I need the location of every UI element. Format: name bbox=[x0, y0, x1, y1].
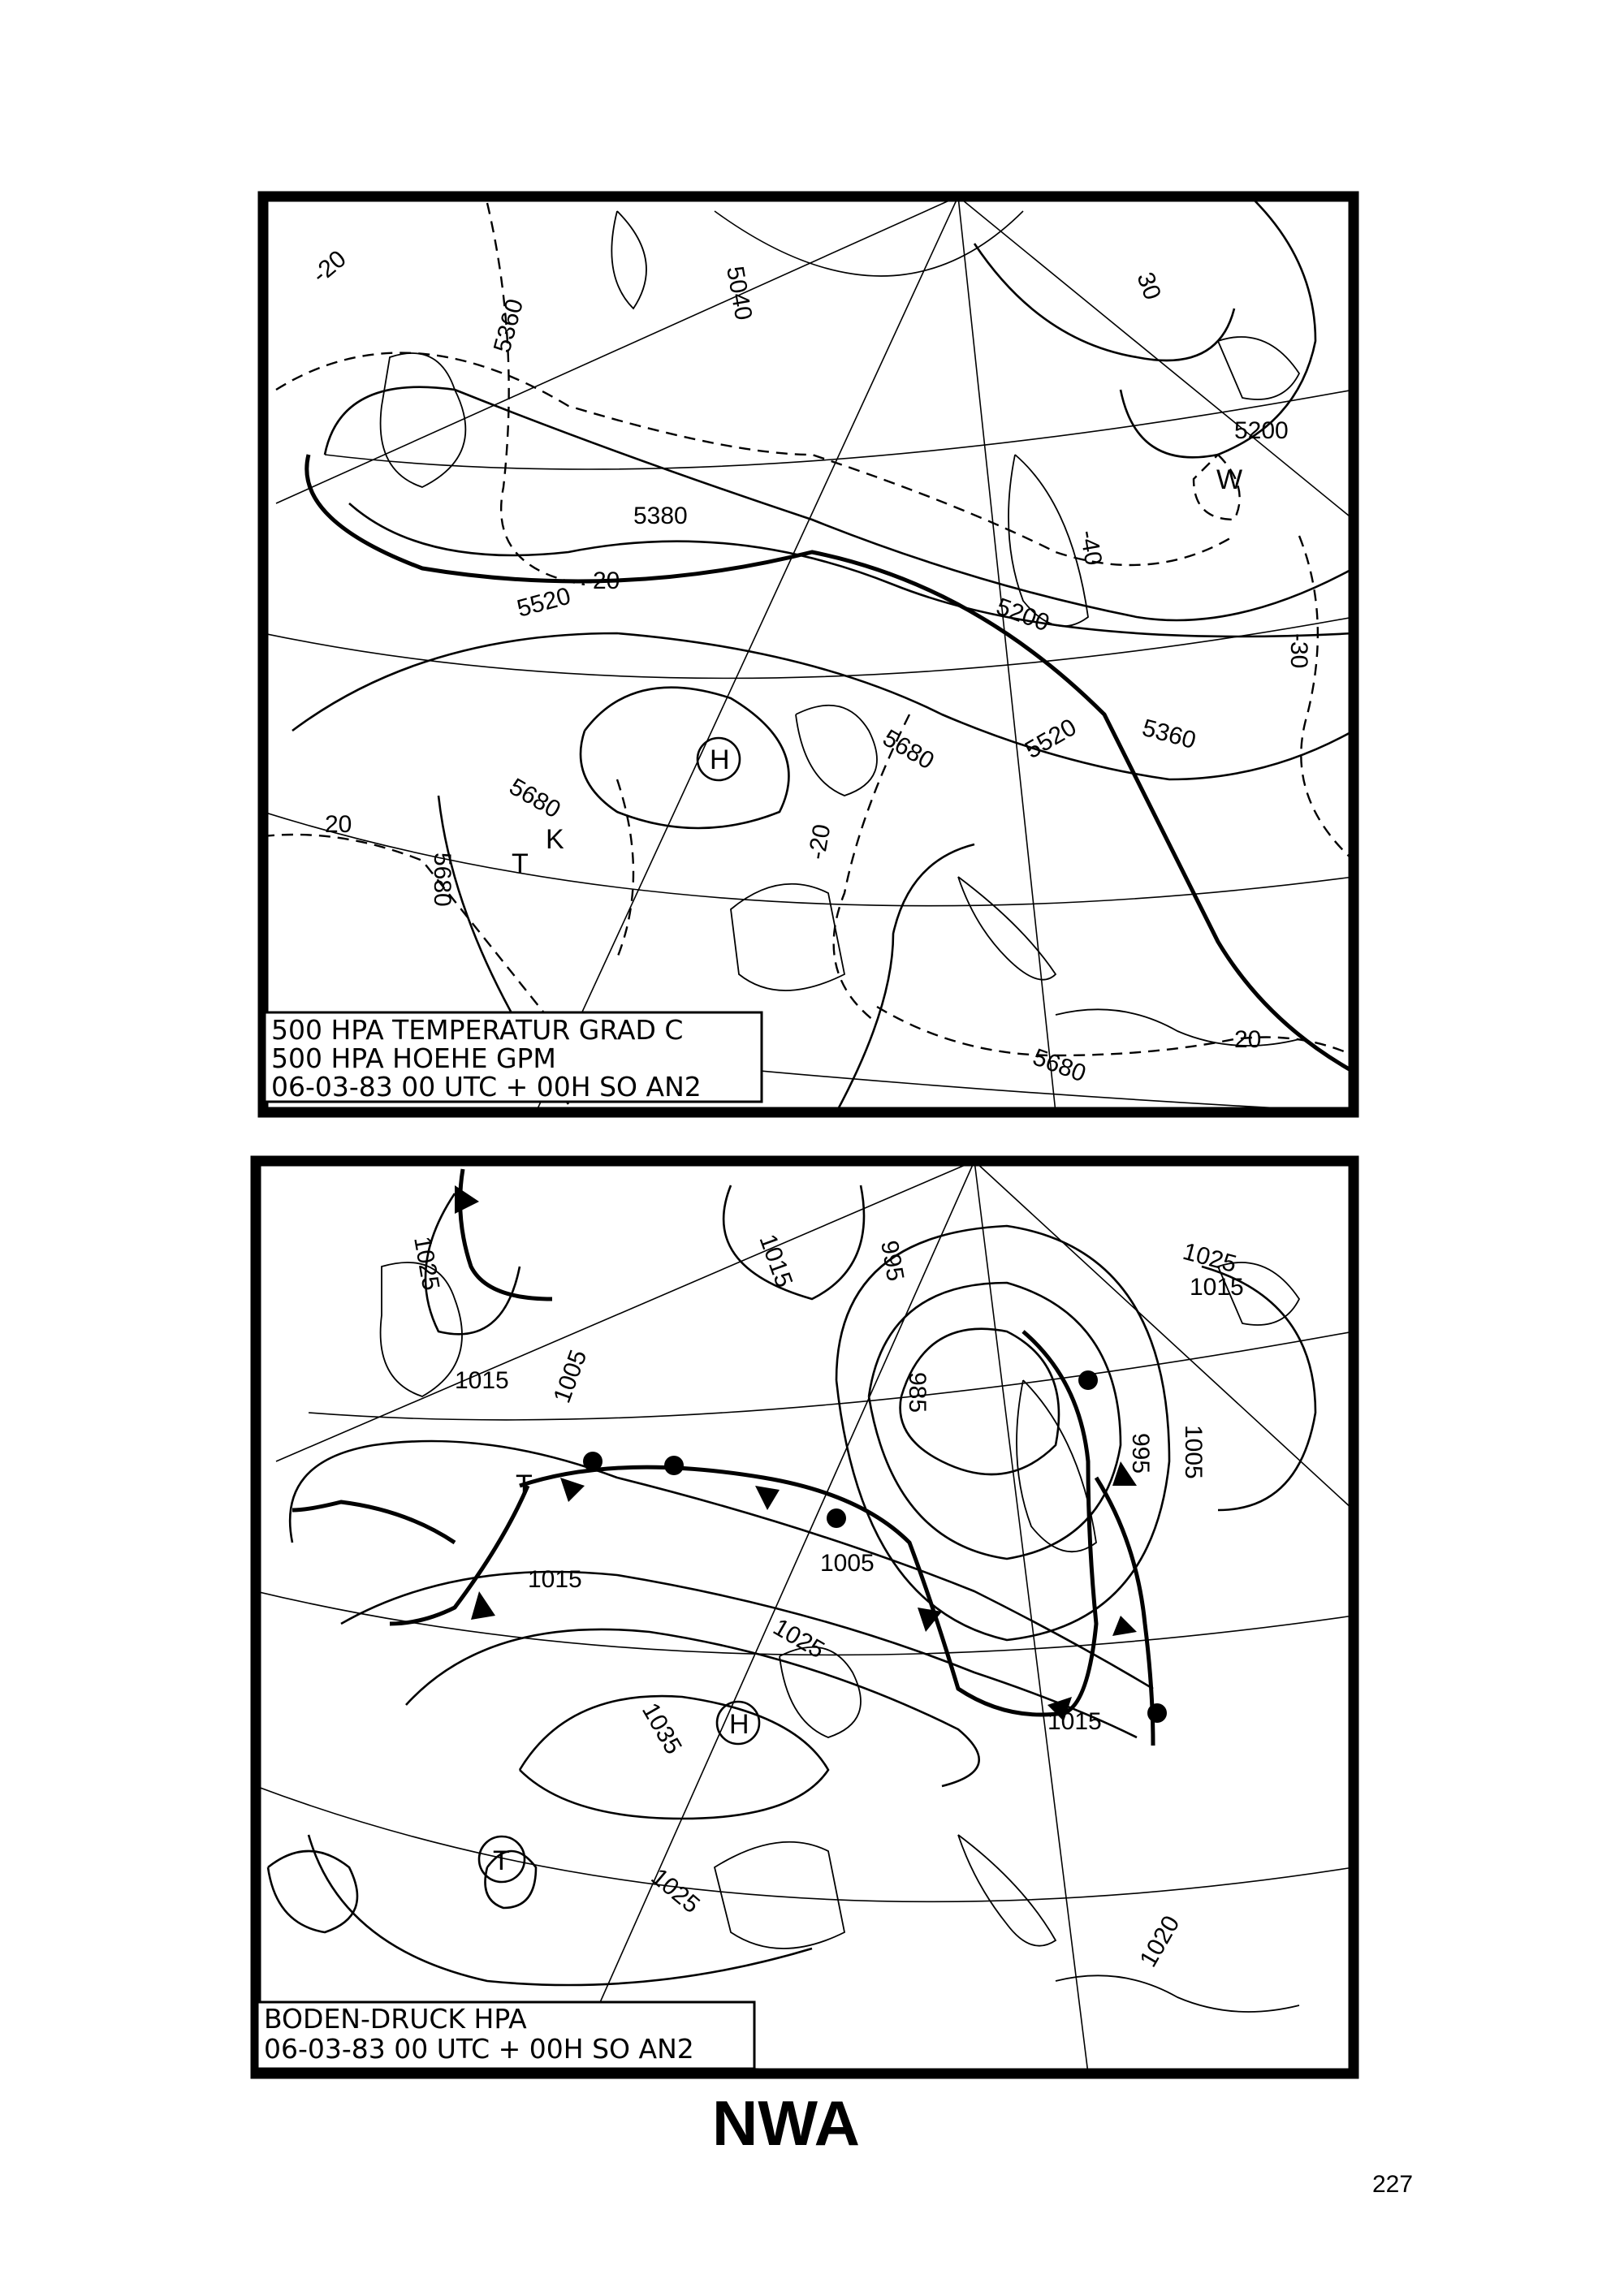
contour-label: 5680 bbox=[1030, 1044, 1090, 1088]
legend-line: 06-03-83 00 UTC + 00H SO AN2 bbox=[264, 2033, 694, 2065]
contour-label: 20 bbox=[325, 811, 352, 838]
map-legend: 500 HPA TEMPERATUR GRAD C 500 HPA HOEHE … bbox=[263, 1011, 763, 1103]
isobar-label: 985 bbox=[904, 1372, 931, 1413]
contour-label: -20 bbox=[803, 822, 836, 861]
isobar-label: 1015 bbox=[455, 1367, 509, 1394]
map-surface-pressure: 1025 1015 995 985 1005 1015 1015 1005 10… bbox=[250, 1155, 1359, 2079]
legend-line: BODEN-DRUCK HPA bbox=[264, 2003, 527, 2035]
temperature-isotherms bbox=[263, 202, 1354, 1057]
isobar-label: 1015 bbox=[1047, 1708, 1102, 1735]
legend-line: 06-03-83 00 UTC + 00H SO AN2 bbox=[271, 1071, 702, 1103]
graticule bbox=[263, 196, 1354, 1112]
contour-label: -30 bbox=[1285, 633, 1312, 668]
contour-label: 5360 bbox=[489, 296, 529, 356]
high-marker: H bbox=[710, 744, 730, 775]
cold-marker: K bbox=[546, 824, 564, 855]
isobar-labels: 1025 1015 995 985 1005 1015 1015 1005 10… bbox=[408, 1231, 1244, 1971]
high-marker: H bbox=[729, 1709, 749, 1740]
low-marker: T bbox=[493, 1845, 510, 1876]
map-500hpa: 5360 5380 5520 -20 5680 5680 -20 5520 53… bbox=[257, 191, 1359, 1118]
contour-label: 30 bbox=[1131, 269, 1165, 304]
contour-label: 20 bbox=[1234, 1026, 1261, 1053]
contour-label: 5680 bbox=[505, 773, 565, 823]
contour-label: 5520 bbox=[1021, 714, 1081, 764]
isobar-label: 1015 bbox=[528, 1566, 582, 1593]
map-legend: BODEN-DRUCK HPA 06-03-83 00 UTC + 00H SO… bbox=[256, 2000, 756, 2070]
warm-marker: W bbox=[1216, 464, 1242, 495]
legend-line: 500 HPA HOEHE GPM bbox=[271, 1042, 556, 1074]
isobar-label: 1005 bbox=[1180, 1425, 1207, 1479]
contour-label: 5680 bbox=[879, 724, 939, 775]
isobar-label: 1035 bbox=[637, 1698, 687, 1759]
isobar-label: 1025 bbox=[408, 1234, 444, 1292]
contour-labels: 5360 5380 5520 -20 5680 5680 -20 5520 53… bbox=[307, 245, 1312, 1087]
isobar-label: 1005 bbox=[820, 1550, 875, 1577]
contour-label: -40 bbox=[1074, 528, 1107, 567]
isobar-label: 1020 bbox=[1134, 1911, 1185, 1971]
isobar-label: 1025 bbox=[646, 1863, 705, 1918]
front-symbols bbox=[455, 1185, 1167, 1723]
map-frame bbox=[257, 191, 1359, 1118]
contour-label: -20 bbox=[585, 568, 620, 594]
contour-label: 5360 bbox=[1139, 714, 1199, 754]
legend-line: 500 HPA TEMPERATUR GRAD C bbox=[271, 1014, 683, 1046]
isobar-label: 995 bbox=[1127, 1433, 1154, 1474]
map-frame bbox=[250, 1155, 1359, 2079]
contour-label: -20 bbox=[307, 245, 351, 288]
isobars bbox=[266, 1185, 1317, 1987]
low-marker: T bbox=[516, 1470, 533, 1500]
contour-label: 5380 bbox=[633, 503, 688, 529]
isobar-label: 1025 bbox=[1180, 1238, 1239, 1278]
isobar-label: 995 bbox=[875, 1238, 909, 1283]
low-marker: T bbox=[512, 848, 529, 879]
isobar-label: 1015 bbox=[1190, 1274, 1244, 1301]
coastlines bbox=[379, 1262, 1301, 2013]
pressure-systems: H K W T bbox=[512, 464, 1242, 879]
fronts bbox=[292, 1168, 1167, 1746]
page-number: 227 bbox=[1372, 2171, 1413, 2198]
contour-label: 5520 bbox=[514, 583, 573, 623]
page-title: NWA bbox=[712, 2087, 860, 2159]
contour-label: 5680 bbox=[429, 852, 456, 907]
contour-label: 5200 bbox=[1234, 417, 1289, 444]
isobar-label: 1005 bbox=[549, 1346, 593, 1406]
height-contours bbox=[292, 196, 1354, 1112]
contour-label: 5040 bbox=[721, 264, 757, 322]
pressure-systems: H T T bbox=[477, 1470, 761, 1884]
